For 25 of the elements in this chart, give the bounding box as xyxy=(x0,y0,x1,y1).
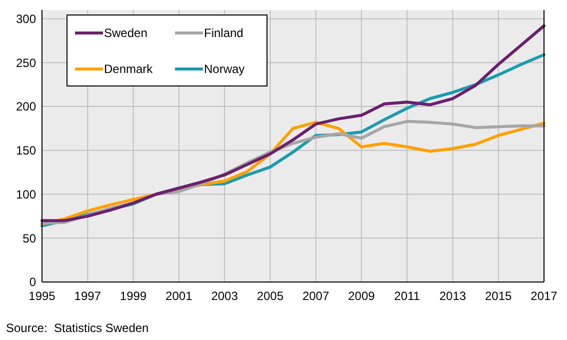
x-tick-label: 1995 xyxy=(28,289,56,303)
source-note: Source: Statistics Sweden xyxy=(6,321,149,335)
x-tick-label: 2013 xyxy=(439,289,466,303)
y-tick-label: 150 xyxy=(16,144,36,158)
legend-label: Denmark xyxy=(104,62,154,76)
x-tick-label: 2001 xyxy=(166,289,193,303)
legend-label: Norway xyxy=(204,62,245,76)
y-tick-label: 100 xyxy=(16,187,36,202)
x-tick-label: 1999 xyxy=(120,289,147,303)
x-tick-label: 2015 xyxy=(485,289,512,303)
line-series xyxy=(40,24,546,222)
x-tick-label: 2011 xyxy=(394,289,420,303)
x-tick-label: 2007 xyxy=(302,289,330,303)
x-tick-label: 2003 xyxy=(211,289,238,303)
legend-label: Sweden xyxy=(104,26,148,40)
y-tick-label: 200 xyxy=(16,100,36,114)
x-tick-label: 2005 xyxy=(256,289,284,303)
y-tick-label: 0 xyxy=(29,275,36,290)
x-tick-label: 1997 xyxy=(74,289,102,303)
legend-label: Finland xyxy=(204,26,244,40)
x-tick-label: 2009 xyxy=(348,289,376,303)
y-tick-label: 300 xyxy=(16,12,36,26)
y-tick-label: 250 xyxy=(16,56,36,70)
x-tick-label: 2017 xyxy=(530,289,558,303)
y-tick-label: 50 xyxy=(22,231,36,246)
